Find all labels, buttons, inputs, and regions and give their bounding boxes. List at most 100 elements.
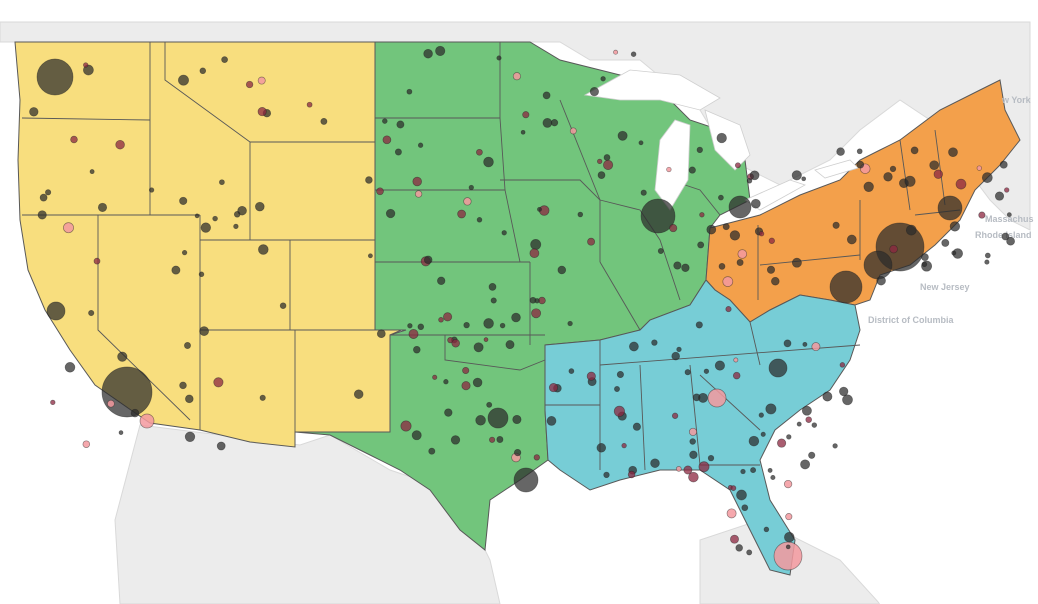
city-marker[interactable] [199, 67, 207, 75]
city-marker[interactable] [490, 297, 497, 304]
city-marker[interactable] [101, 366, 153, 418]
city-marker[interactable] [64, 362, 76, 373]
city-marker[interactable] [984, 252, 991, 259]
city-marker[interactable] [213, 377, 224, 388]
city-marker[interactable] [951, 250, 957, 256]
city-marker[interactable] [483, 156, 494, 168]
city-marker[interactable] [39, 193, 48, 202]
city-marker[interactable] [569, 127, 577, 135]
city-marker[interactable] [666, 166, 672, 173]
city-marker[interactable] [408, 329, 419, 339]
city-marker[interactable] [760, 431, 766, 437]
city-marker[interactable] [546, 416, 557, 426]
city-marker[interactable] [733, 357, 739, 363]
city-marker[interactable] [320, 117, 328, 125]
city-marker[interactable] [722, 223, 730, 231]
city-marker[interactable] [462, 366, 470, 375]
city-marker[interactable] [829, 270, 863, 304]
city-marker[interactable] [697, 241, 705, 249]
city-marker[interactable] [876, 275, 886, 286]
city-marker[interactable] [695, 321, 703, 329]
city-marker[interactable] [786, 434, 792, 440]
city-marker[interactable] [728, 195, 752, 219]
city-marker[interactable] [707, 388, 727, 408]
city-marker[interactable] [640, 189, 647, 196]
city-marker[interactable] [716, 132, 727, 144]
city-marker[interactable] [676, 346, 682, 353]
city-marker[interactable] [437, 276, 446, 285]
city-marker[interactable] [765, 403, 777, 415]
city-marker[interactable] [929, 160, 940, 171]
city-marker[interactable] [689, 438, 696, 445]
city-marker[interactable] [394, 148, 402, 156]
city-marker[interactable] [822, 391, 833, 402]
city-marker[interactable] [181, 249, 188, 256]
city-marker[interactable] [542, 118, 553, 128]
city-marker[interactable] [750, 467, 757, 474]
city-marker[interactable] [696, 146, 703, 154]
city-marker[interactable] [632, 422, 641, 431]
city-marker[interactable] [771, 276, 780, 286]
city-marker[interactable] [976, 165, 982, 171]
city-marker[interactable] [730, 534, 739, 544]
city-marker[interactable] [407, 323, 413, 329]
city-marker[interactable] [748, 435, 760, 447]
city-marker[interactable] [171, 265, 181, 275]
city-marker[interactable] [486, 401, 493, 408]
city-marker[interactable] [476, 148, 483, 156]
city-marker[interactable] [400, 420, 412, 432]
city-marker[interactable] [457, 209, 466, 219]
city-marker[interactable] [736, 489, 747, 501]
city-marker[interactable] [846, 234, 857, 245]
city-marker[interactable] [475, 415, 486, 426]
city-marker[interactable] [999, 160, 1008, 169]
city-marker[interactable] [784, 531, 795, 543]
city-marker[interactable] [617, 130, 628, 141]
city-marker[interactable] [600, 76, 606, 82]
city-marker[interactable] [681, 263, 690, 272]
city-marker[interactable] [417, 323, 425, 331]
city-marker[interactable] [233, 223, 239, 230]
city-marker[interactable] [725, 306, 732, 313]
city-marker[interactable] [487, 407, 509, 429]
city-marker[interactable] [718, 194, 724, 201]
city-marker[interactable] [184, 342, 191, 349]
city-marker[interactable] [530, 239, 542, 250]
city-marker[interactable] [671, 351, 680, 361]
city-marker[interactable] [630, 51, 637, 57]
city-marker[interactable] [63, 222, 74, 234]
city-marker[interactable] [107, 399, 115, 408]
city-marker[interactable] [499, 322, 506, 329]
city-marker[interactable] [978, 211, 986, 219]
city-marker[interactable] [476, 217, 483, 223]
city-marker[interactable] [529, 248, 540, 259]
city-marker[interactable] [118, 430, 124, 435]
city-marker[interactable] [640, 198, 676, 234]
city-marker[interactable] [614, 386, 620, 392]
city-marker[interactable] [414, 190, 423, 198]
city-marker[interactable] [613, 405, 625, 417]
city-marker[interactable] [770, 474, 776, 481]
city-marker[interactable] [718, 263, 726, 270]
city-marker[interactable] [777, 438, 787, 448]
city-marker[interactable] [37, 210, 47, 220]
city-marker[interactable] [937, 195, 963, 221]
city-marker[interactable] [736, 259, 744, 266]
city-marker[interactable] [811, 342, 821, 352]
city-marker[interactable] [382, 118, 388, 124]
city-marker[interactable] [501, 230, 507, 236]
city-marker[interactable] [557, 265, 567, 275]
city-marker[interactable] [179, 196, 188, 205]
city-marker[interactable] [382, 135, 392, 145]
city-marker[interactable] [473, 342, 484, 353]
city-marker[interactable] [488, 283, 497, 291]
city-marker[interactable] [616, 370, 624, 379]
city-marker[interactable] [768, 237, 775, 244]
city-marker[interactable] [613, 49, 619, 55]
city-marker[interactable] [638, 140, 644, 146]
city-marker[interactable] [443, 379, 449, 385]
city-marker[interactable] [93, 257, 101, 265]
city-marker[interactable] [520, 129, 526, 135]
